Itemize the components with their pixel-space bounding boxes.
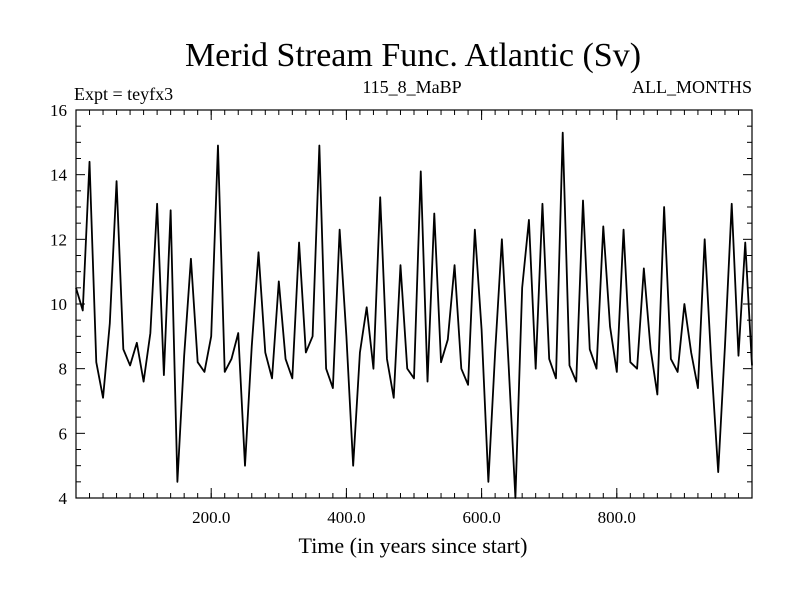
y-tick-label: 6	[59, 424, 68, 443]
plot-frame	[75, 109, 753, 499]
plot-area: 4 6 8 10 12 14 16 200.0 400.0 600.0 800.0	[50, 101, 753, 527]
y-tick-label: 4	[59, 489, 68, 508]
x-tick-label: 800.0	[598, 508, 636, 527]
x-tick-label: 400.0	[327, 508, 365, 527]
chart-title: Merid Stream Func. Atlantic (Sv)	[185, 37, 641, 74]
subtitle-center: 115_8_MaBP	[362, 77, 461, 97]
y-tick-label: 10	[50, 295, 67, 314]
y-tick-label: 14	[50, 166, 68, 185]
x-tick-label: 600.0	[462, 508, 500, 527]
subtitle-right: ALL_MONTHS	[632, 77, 752, 97]
x-axis-label: Time (in years since start)	[299, 533, 528, 558]
series-line-0	[75, 131, 753, 499]
y-tick-label: 12	[50, 230, 67, 249]
x-tick-label: 200.0	[192, 508, 230, 527]
subtitle-left: Expt = teyfx3	[74, 84, 173, 104]
y-tick-label: 8	[59, 360, 68, 379]
y-tick-label: 16	[50, 101, 67, 120]
